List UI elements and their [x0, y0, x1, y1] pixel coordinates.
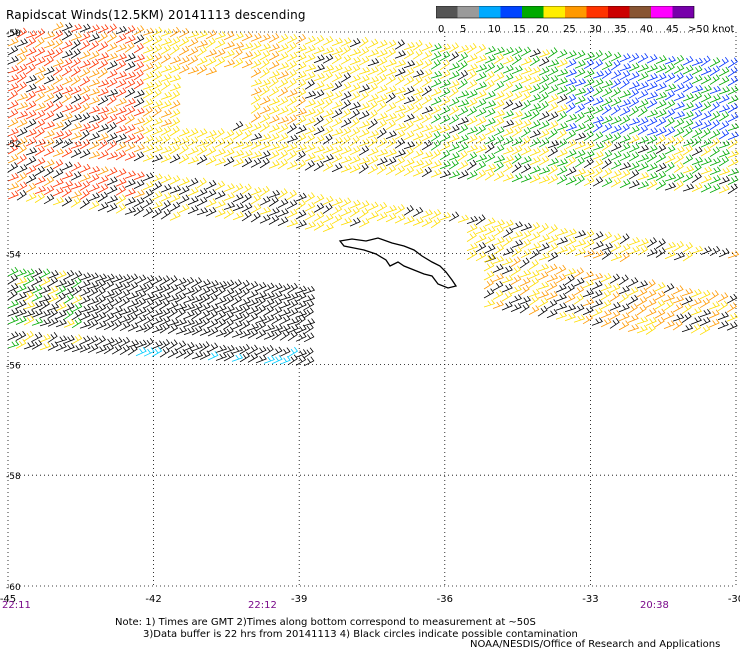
latitude-label: -52 [6, 140, 21, 150]
longitude-label: -30 [728, 594, 740, 605]
map-gridlines [7, 31, 737, 587]
colorbar-tick-label: 0 [438, 24, 444, 35]
longitude-label: -45 [0, 594, 16, 605]
colorbar-swatch [479, 6, 501, 18]
latitude-label: -50 [6, 29, 21, 39]
note-line-2: 3)Data buffer is 22 hrs from 20141113 4)… [143, 629, 578, 640]
colorbar-tick-label: >50 knots [688, 24, 734, 35]
longitude-label: -42 [145, 594, 161, 605]
colorbar-tick-label: 5 [460, 24, 466, 35]
colorbar-tick-label: 45 [666, 24, 679, 35]
colorbar-swatch [651, 6, 673, 18]
colorbar-swatch [608, 6, 630, 18]
latitude-label: -54 [6, 251, 21, 261]
colorbar-swatch [522, 6, 544, 18]
note-line-1: Note: 1) Times are GMT 2)Times along bot… [115, 617, 536, 628]
time-label: 22:11 [2, 600, 31, 611]
colorbar-tick-label: 20 [536, 24, 549, 35]
colorbar-swatch [543, 6, 565, 18]
colorbar-swatch [565, 6, 587, 18]
colorbar-tick-label: 35 [614, 24, 627, 35]
colorbar-swatch [436, 6, 458, 18]
time-label: 20:38 [640, 600, 669, 611]
colorbar-tick-label: 25 [563, 24, 576, 35]
colorbar-tick-label: 10 [488, 24, 501, 35]
colorbar-tick-label: 15 [513, 24, 526, 35]
latitude-label: -58 [6, 472, 21, 482]
colorbar-tick-label: 30 [589, 24, 602, 35]
latitude-label: -56 [6, 361, 21, 371]
latitude-label: -60 [6, 583, 21, 593]
wind-barbs [7, 21, 740, 367]
colorbar-swatch [586, 6, 608, 18]
longitude-label: -39 [291, 594, 307, 605]
wind-speed-colorbar: 0 5 10 15 20 25 30 35 40 45 >50 knots [436, 6, 734, 35]
longitude-label: -36 [437, 594, 453, 605]
longitude-label: -33 [582, 594, 598, 605]
colorbar-swatch [629, 6, 651, 18]
colorbar-swatch [500, 6, 522, 18]
colorbar-swatch [457, 6, 479, 18]
colorbar-swatch [672, 6, 694, 18]
colorbar-tick-label: 40 [640, 24, 653, 35]
map-title: Rapidscat Winds(12.5KM) 20141113 descend… [6, 8, 306, 22]
credit-line: NOAA/NESDIS/Office of Research and Appli… [470, 639, 721, 650]
time-label: 22:12 [248, 600, 277, 611]
south-georgia-island-outline [338, 237, 458, 289]
